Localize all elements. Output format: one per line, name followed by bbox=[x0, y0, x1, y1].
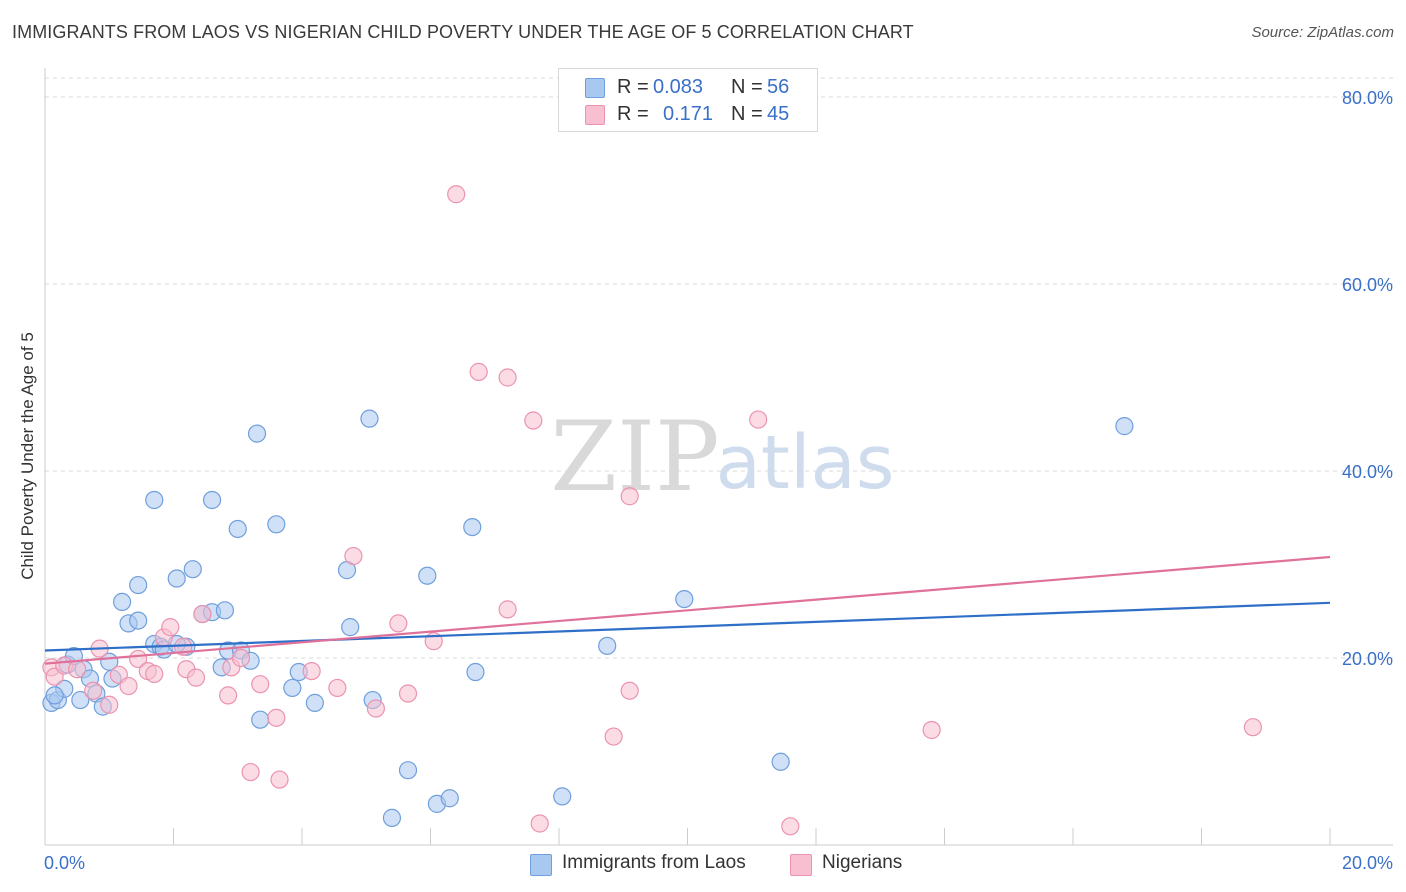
chart-title: IMMIGRANTS FROM LAOS VS NIGERIAN CHILD P… bbox=[12, 22, 914, 42]
data-point bbox=[447, 185, 466, 204]
data-point bbox=[389, 614, 408, 633]
data-point bbox=[270, 770, 289, 789]
data-point bbox=[440, 789, 459, 808]
axes bbox=[44, 68, 1393, 846]
data-point bbox=[183, 560, 202, 579]
data-point bbox=[553, 787, 572, 806]
grid-lines bbox=[45, 77, 1393, 659]
data-point bbox=[1115, 417, 1134, 436]
legend-r-value: 0.171 bbox=[663, 103, 714, 125]
data-point bbox=[100, 695, 119, 714]
data-point bbox=[366, 699, 385, 718]
data-point bbox=[251, 710, 270, 729]
data-point bbox=[251, 675, 270, 694]
data-point bbox=[305, 693, 324, 712]
legend-n-value: 45 bbox=[767, 103, 790, 125]
legend-n-label: N = bbox=[731, 103, 763, 125]
y-tick-label: 40.0% bbox=[1342, 462, 1393, 482]
legend-n-label: N = bbox=[731, 76, 763, 98]
data-point bbox=[167, 569, 186, 588]
x-tick-label: 20.0% bbox=[1342, 853, 1393, 873]
data-point bbox=[749, 410, 768, 429]
data-point bbox=[228, 519, 247, 539]
legend-swatch-blue bbox=[530, 854, 552, 876]
data-point bbox=[466, 662, 485, 682]
tick-labels: 20.0% 40.0% 60.0% 80.0% 0.0% 20.0% bbox=[44, 88, 1393, 873]
data-point bbox=[215, 601, 234, 620]
data-point bbox=[283, 678, 302, 698]
legend-r-label: R = bbox=[617, 76, 649, 98]
data-point bbox=[498, 600, 517, 619]
data-point bbox=[1243, 718, 1263, 737]
legend-swatch-blue bbox=[585, 78, 605, 98]
data-point bbox=[463, 517, 482, 537]
data-point bbox=[302, 661, 321, 681]
x-tick-label: 0.0% bbox=[44, 853, 85, 873]
data-point bbox=[267, 515, 286, 534]
data-point bbox=[604, 727, 623, 746]
data-point bbox=[247, 424, 267, 443]
data-point bbox=[71, 690, 90, 710]
data-point bbox=[341, 618, 360, 637]
watermark: ZIP atlas bbox=[550, 401, 894, 513]
data-point bbox=[922, 720, 941, 740]
data-point bbox=[219, 686, 238, 705]
legend-label-laos: Immigrants from Laos bbox=[562, 852, 746, 873]
data-point bbox=[382, 808, 402, 827]
legend-n-value: 56 bbox=[767, 76, 790, 98]
watermark-atlas: atlas bbox=[716, 420, 895, 506]
stats-legend: R = 0.083 N = 56 R = 0.171 N = 45 bbox=[558, 68, 818, 132]
y-tick-label: 60.0% bbox=[1342, 275, 1393, 295]
data-point bbox=[675, 589, 694, 609]
data-point bbox=[598, 636, 617, 655]
data-point bbox=[524, 411, 543, 430]
data-point bbox=[498, 368, 517, 387]
data-point bbox=[129, 575, 148, 595]
data-point bbox=[119, 676, 138, 696]
data-point bbox=[193, 604, 212, 624]
data-point bbox=[398, 684, 418, 703]
y-tick-label: 20.0% bbox=[1342, 649, 1393, 669]
data-point bbox=[771, 752, 790, 771]
legend-label-nigerians: Nigerians bbox=[822, 852, 903, 873]
data-point bbox=[145, 490, 164, 510]
data-point bbox=[68, 660, 87, 679]
trend-line bbox=[44, 555, 1331, 665]
y-tick-label: 80.0% bbox=[1342, 88, 1393, 108]
data-point bbox=[186, 668, 206, 687]
data-point bbox=[129, 611, 148, 630]
data-point bbox=[469, 362, 488, 381]
data-point bbox=[620, 487, 639, 506]
legend-swatch-pink bbox=[585, 105, 605, 125]
data-point bbox=[267, 708, 286, 727]
legend-r-value: 0.083 bbox=[653, 76, 704, 98]
data-point bbox=[620, 681, 639, 700]
data-point bbox=[84, 681, 103, 700]
data-point bbox=[781, 817, 800, 836]
data-point bbox=[344, 546, 363, 566]
data-point bbox=[45, 686, 64, 705]
trend-line bbox=[44, 601, 1331, 652]
trend-lines bbox=[44, 555, 1331, 665]
data-point bbox=[398, 761, 418, 780]
data-point bbox=[241, 762, 260, 782]
data-point bbox=[202, 490, 222, 510]
data-point bbox=[328, 678, 347, 698]
source-credit: Source: ZipAtlas.com bbox=[1251, 24, 1394, 41]
legend-r-label: R = bbox=[617, 103, 649, 125]
data-point bbox=[112, 592, 132, 612]
data-point bbox=[530, 814, 549, 833]
data-point bbox=[418, 566, 437, 585]
data-point bbox=[360, 409, 379, 428]
series-nigerians bbox=[42, 185, 1263, 836]
data-point bbox=[161, 618, 180, 637]
data-point bbox=[145, 664, 164, 683]
data-point bbox=[231, 648, 251, 668]
legend-swatch-pink bbox=[790, 854, 812, 876]
